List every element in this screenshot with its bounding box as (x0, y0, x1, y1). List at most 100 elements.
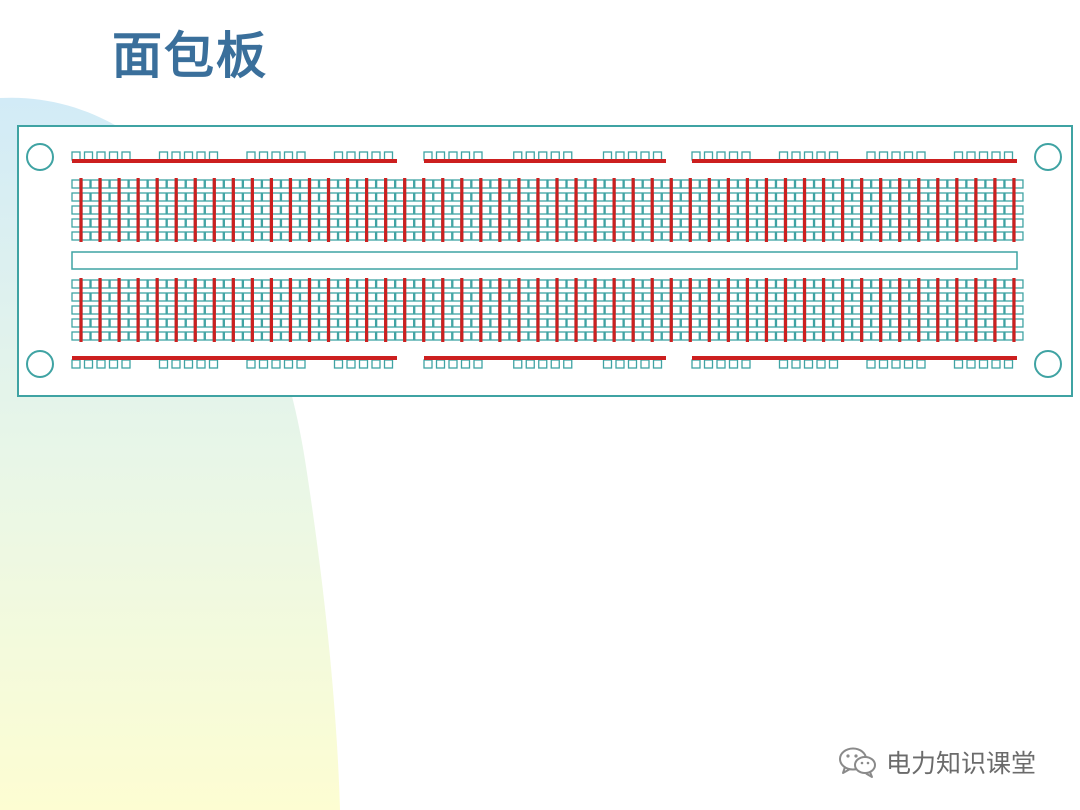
breadboard-hole (71, 331, 81, 341)
breadboard-hole (1004, 231, 1014, 241)
breadboard-hole (528, 205, 538, 215)
breadboard-hole (71, 359, 81, 369)
breadboard-hole (832, 331, 843, 341)
breadboard-hole (271, 179, 282, 189)
breadboard-hole (490, 218, 500, 228)
breadboard-hole (614, 192, 624, 202)
breadboard-hole (83, 151, 94, 161)
breadboard-hole (395, 318, 405, 328)
breadboard-hole (775, 305, 786, 315)
breadboard-hole (775, 218, 786, 228)
breadboard-hole (890, 318, 900, 328)
breadboard-hole (823, 218, 834, 228)
breadboard-hole (1004, 192, 1014, 202)
breadboard-hole (528, 231, 538, 241)
breadboard-hole (204, 192, 214, 202)
breadboard-hole (214, 279, 224, 289)
breadboard-hole (195, 305, 205, 315)
breadboard-hole (900, 231, 910, 241)
breadboard-hole (716, 151, 726, 161)
breadboard-hole (640, 151, 650, 161)
breadboard-hole (290, 218, 301, 228)
breadboard-hole (747, 318, 758, 328)
breadboard-hole (842, 279, 853, 289)
breadboard-hole (576, 318, 586, 328)
breadboard-hole (471, 292, 481, 302)
breadboard-hole (356, 331, 367, 341)
breadboard-hole (185, 331, 195, 341)
breadboard-hole (737, 218, 748, 228)
breadboard-hole (462, 279, 472, 289)
breadboard-hole (976, 231, 986, 241)
breadboard-hole (1014, 331, 1024, 341)
breadboard-hole (966, 205, 976, 215)
breadboard-hole (405, 192, 415, 202)
breadboard-hole (433, 179, 443, 189)
breadboard-hole (1014, 305, 1024, 315)
breadboard-hole (356, 205, 367, 215)
breadboard-hole (328, 192, 339, 202)
breadboard-hole (405, 292, 415, 302)
breadboard-hole (366, 192, 377, 202)
breadboard-hole (280, 292, 291, 302)
breadboard-hole (947, 179, 957, 189)
breadboard-hole (661, 218, 671, 228)
breadboard-hole (661, 331, 671, 341)
breadboard-hole (383, 151, 394, 161)
breadboard-hole (851, 331, 862, 341)
breadboard-hole (1014, 231, 1024, 241)
breadboard-hole (604, 331, 614, 341)
breadboard-hole (138, 331, 148, 341)
breadboard-hole (119, 292, 129, 302)
breadboard-hole (871, 305, 881, 315)
breadboard-hole (900, 192, 910, 202)
breadboard-hole (96, 359, 106, 369)
breadboard-hole (728, 218, 739, 228)
breadboard-hole (1004, 205, 1014, 215)
breadboard-hole (633, 231, 643, 241)
breadboard-hole (490, 179, 500, 189)
breadboard-hole (832, 192, 843, 202)
breadboard-hole (890, 305, 900, 315)
breadboard-hole (424, 318, 434, 328)
mounting-hole (1034, 350, 1062, 378)
breadboard-hole (861, 192, 872, 202)
breadboard-hole (375, 305, 386, 315)
breadboard-hole (500, 231, 510, 241)
breadboard-hole (671, 279, 681, 289)
breadboard-hole (878, 151, 889, 161)
breadboard-hole (204, 331, 214, 341)
breadboard-hole (223, 218, 233, 228)
breadboard-hole (371, 151, 381, 161)
breadboard-hole (947, 318, 957, 328)
breadboard-hole (100, 205, 110, 215)
breadboard-hole (623, 331, 633, 341)
breadboard-hole (242, 218, 253, 228)
breadboard-hole (138, 205, 148, 215)
breadboard-hole (816, 151, 826, 161)
breadboard-hole (861, 305, 872, 315)
breadboard-hole (119, 279, 129, 289)
breadboard-hole (741, 151, 751, 161)
breadboard-hole (385, 318, 396, 328)
breadboard-hole (709, 192, 719, 202)
breadboard-hole (81, 331, 91, 341)
breadboard-hole (366, 205, 377, 215)
breadboard-hole (195, 279, 205, 289)
breadboard-hole (395, 179, 405, 189)
breadboard-hole (424, 331, 434, 341)
breadboard-hole (966, 305, 976, 315)
breadboard-hole (995, 292, 1005, 302)
breadboard-hole (147, 205, 157, 215)
breadboard-hole (615, 151, 625, 161)
breadboard-hole (871, 318, 881, 328)
breadboard-hole (81, 279, 91, 289)
breadboard-hole (299, 279, 310, 289)
breadboard-hole (642, 179, 652, 189)
breadboard-hole (481, 331, 491, 341)
breadboard-hole (709, 305, 719, 315)
breadboard-hole (642, 231, 652, 241)
breadboard-hole (371, 359, 381, 369)
breadboard-hole (271, 192, 282, 202)
breadboard-hole (652, 359, 663, 369)
